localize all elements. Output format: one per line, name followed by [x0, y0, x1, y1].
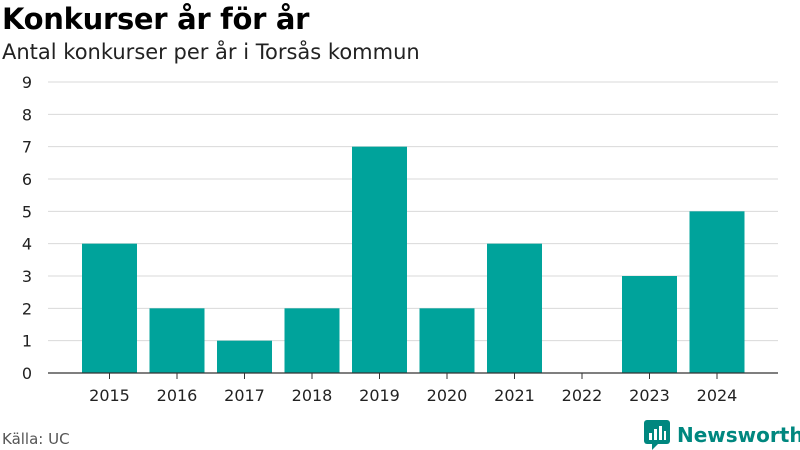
- y-tick-label: 0: [22, 364, 32, 383]
- x-tick-label: 2024: [697, 386, 738, 405]
- bar-2023: [622, 276, 677, 373]
- bar-2024: [689, 211, 745, 373]
- bar-2018: [284, 308, 340, 373]
- x-tick-label: 2015: [89, 386, 130, 405]
- chart-title: Konkurser år för år: [2, 2, 310, 36]
- y-tick-label: 3: [22, 267, 32, 286]
- bar-2016: [149, 308, 205, 373]
- x-tick-label: 2023: [629, 386, 670, 405]
- bar-2017: [217, 340, 272, 373]
- y-tick-label: 4: [22, 235, 32, 254]
- bar-2020: [419, 308, 475, 373]
- source-note: Källa: UC: [2, 430, 70, 448]
- y-tick-label: 9: [22, 73, 32, 92]
- newsworthy-logo-icon: [644, 420, 670, 450]
- grid-lines: [48, 81, 778, 342]
- bar-2015: [82, 243, 137, 373]
- bars: [82, 146, 745, 373]
- bar-2019: [352, 146, 407, 373]
- x-tick-label: 2022: [562, 386, 603, 405]
- x-tick-label: 2016: [157, 386, 198, 405]
- y-tick-label: 8: [22, 105, 32, 124]
- brand[interactable]: Newsworthy: [644, 420, 800, 450]
- y-tick-label: 6: [22, 170, 32, 189]
- x-axis-ticks: 2015 2016 2017 2018 2019 2020 2021 2022 2023 2024: [89, 373, 737, 405]
- y-tick-label: 2: [22, 299, 32, 318]
- y-tick-label: 1: [22, 332, 32, 351]
- y-tick-label: 7: [22, 138, 32, 157]
- bar-2021: [487, 243, 542, 373]
- x-tick-label: 2021: [494, 386, 535, 405]
- x-tick-label: 2020: [427, 386, 468, 405]
- y-tick-label: 5: [22, 202, 32, 221]
- x-tick-label: 2018: [292, 386, 333, 405]
- y-axis-ticks: 0 1 2 3 4 5 6 7 8 9: [22, 73, 32, 383]
- chart-subtitle: Antal konkurser per år i Torsås kommun: [2, 40, 420, 64]
- x-tick-label: 2017: [224, 386, 265, 405]
- x-tick-label: 2019: [359, 386, 400, 405]
- brand-name: Newsworthy: [677, 423, 800, 447]
